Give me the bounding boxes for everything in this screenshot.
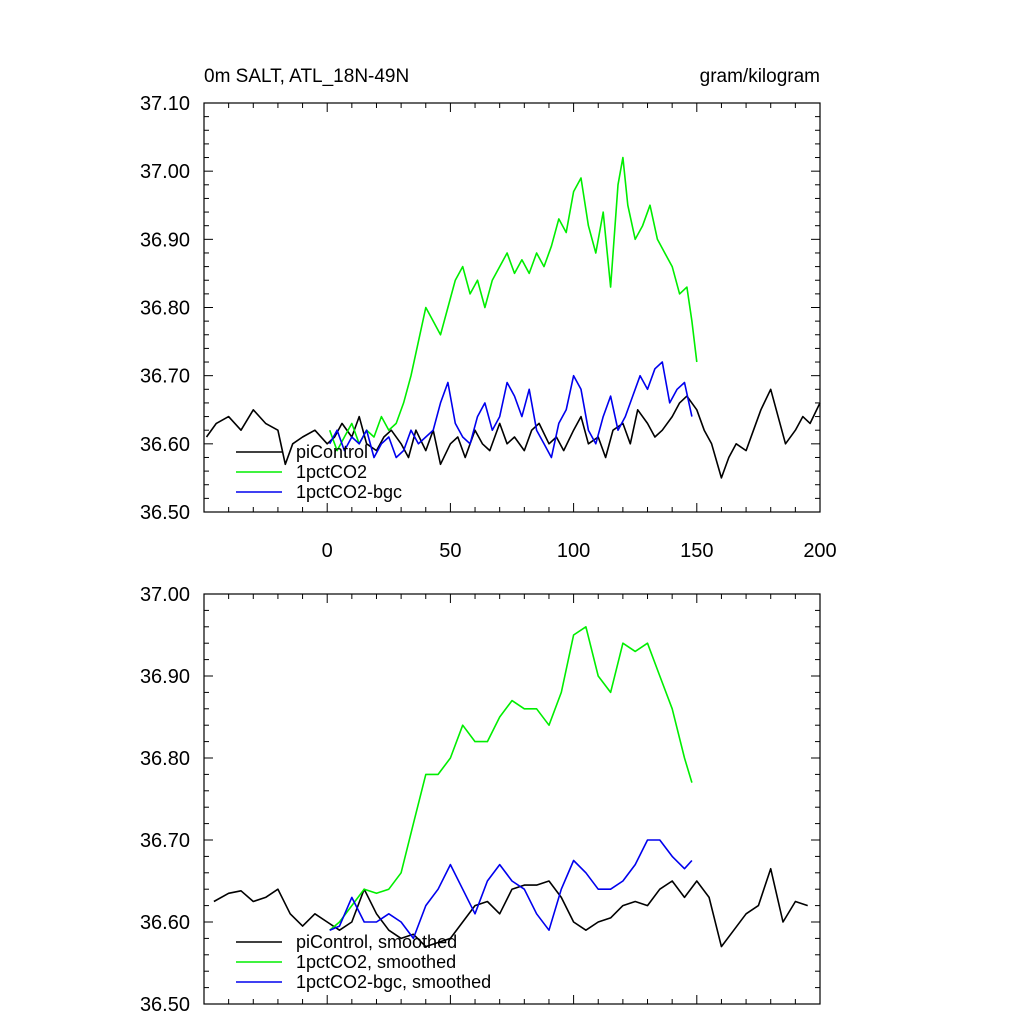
y-tick-label: 36.80 [140,748,190,770]
series-line-1 [213,867,808,948]
y-tick-label: 36.90 [140,229,190,251]
y-tick-label: 36.90 [140,666,190,688]
top-panel-raw: 36.50 36.60 36.70 36.80 36.90 37.00 37.10 0 50 10… [140,93,837,562]
x-tick-label: 50 [439,540,461,562]
legend-label: piControl, smoothed [296,932,457,952]
y-tick-label: 36.50 [140,502,190,524]
series-line-2 [329,625,693,931]
y-tick-label: 37.00 [140,161,190,183]
legend-label: piControl [296,442,368,462]
plot-left-title: 0m SALT, ATL_18N-49N [204,66,409,87]
legend-label: 1pctCO2 [296,462,367,482]
plot-frame [203,593,821,1005]
bottom-panel-smoothed: 36.50 36.60 36.70 36.80 36.90 37.00 piControl,… [140,584,821,1016]
y-tick-label: 36.60 [140,912,190,934]
y-tick-label: 36.80 [140,298,190,320]
x-tick-label: 150 [680,540,713,562]
y-tick-label: 36.70 [140,830,190,852]
x-tick-label: 0 [322,540,333,562]
series-line-3 [328,361,693,459]
y-tick-label: 36.70 [140,366,190,388]
legend-label: 1pctCO2-bgc [296,482,402,502]
legend-label: 1pctCO2, smoothed [296,952,456,972]
x-tick-label: 100 [557,540,590,562]
series-line-3 [329,839,693,940]
y-tick-label: 36.60 [140,434,190,456]
plot-right-title: gram/kilogram [700,66,820,87]
y-tick-label: 36.50 [140,994,190,1016]
y-tick-label: 37.00 [140,584,190,606]
x-tick-label: 200 [803,540,836,562]
legend-label: 1pctCO2-bgc, smoothed [296,972,491,992]
y-tick-label: 37.10 [140,93,190,115]
series-line-2 [328,156,698,452]
